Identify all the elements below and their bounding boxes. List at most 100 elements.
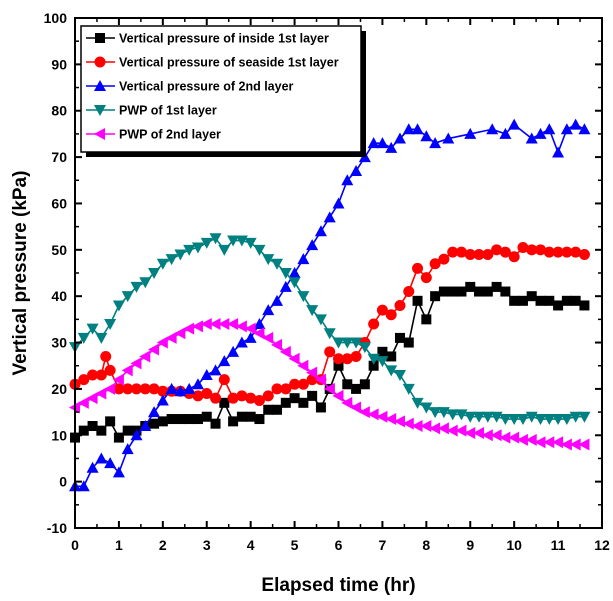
data-point — [78, 374, 90, 386]
data-point — [535, 244, 547, 256]
data-point — [112, 300, 125, 312]
data-point — [77, 480, 90, 492]
data-point — [570, 246, 582, 258]
data-point — [113, 432, 124, 443]
data-point — [553, 300, 564, 311]
data-point — [297, 378, 309, 390]
data-point — [525, 433, 537, 446]
data-point — [516, 433, 528, 446]
data-point — [95, 452, 108, 464]
data-point — [332, 197, 345, 209]
data-point — [100, 350, 112, 362]
data-point — [314, 314, 327, 326]
data-point — [235, 235, 248, 247]
data-point — [403, 286, 415, 298]
data-point — [235, 336, 248, 348]
data-point — [421, 314, 432, 325]
data-point — [209, 318, 221, 330]
data-point — [288, 267, 301, 278]
data-point — [386, 351, 397, 362]
data-point — [315, 402, 326, 413]
data-point — [560, 123, 573, 135]
data-point — [139, 420, 152, 431]
data-point — [271, 338, 283, 351]
data-point — [121, 291, 134, 303]
data-point — [227, 392, 239, 404]
data-point — [95, 387, 107, 400]
data-point — [473, 248, 485, 260]
data-point — [130, 357, 142, 370]
data-point — [77, 396, 89, 409]
data-point — [377, 346, 388, 357]
data-point — [350, 401, 362, 414]
legend-label: Vertical pressure of seaside 1st layer — [119, 56, 339, 70]
data-point — [236, 411, 247, 422]
data-point — [314, 225, 327, 237]
data-point — [148, 343, 160, 356]
data-point — [165, 331, 177, 344]
data-point — [209, 233, 222, 245]
data-point — [350, 337, 363, 349]
data-point — [341, 174, 354, 186]
data-point — [543, 436, 555, 449]
data-point — [508, 414, 521, 426]
data-point — [184, 414, 195, 425]
data-point — [578, 411, 591, 423]
data-point — [525, 411, 538, 423]
data-point — [464, 411, 477, 423]
x-axis-title: Elapsed time (hr) — [261, 575, 415, 596]
data-point — [200, 369, 213, 380]
x-tick-label: 7 — [379, 537, 387, 553]
data-point — [306, 366, 318, 379]
x-tick-label: 3 — [203, 537, 211, 553]
data-point — [272, 404, 283, 415]
data-point — [104, 319, 117, 330]
legend-label: PWP of 2nd layer — [119, 128, 221, 142]
data-point — [130, 383, 142, 395]
data-point — [552, 246, 564, 258]
legend-item: Vertical pressure of inside 1st layer — [86, 32, 329, 46]
legend-box — [80, 25, 362, 153]
data-point — [262, 390, 274, 402]
series-3 — [69, 118, 591, 492]
data-point — [165, 254, 178, 266]
data-point — [368, 318, 380, 330]
data-point — [122, 383, 134, 395]
data-point — [534, 436, 546, 449]
data-point — [86, 323, 99, 335]
data-point — [218, 318, 230, 330]
legend-item: Vertical pressure of 2nd layer — [86, 80, 294, 94]
data-point — [218, 355, 231, 367]
data-point — [385, 141, 398, 153]
data-point — [341, 396, 353, 409]
legend-item: Vertical pressure of seaside 1st layer — [86, 56, 339, 70]
data-point — [191, 320, 203, 333]
data-point — [420, 420, 432, 432]
data-point — [350, 165, 363, 176]
data-point — [235, 320, 247, 333]
data-point — [486, 123, 499, 135]
data-point — [183, 244, 196, 256]
data-point — [227, 318, 239, 330]
legend-label: PWP of 1st layer — [119, 104, 217, 118]
data-point — [464, 248, 476, 260]
data-point — [534, 414, 547, 426]
y-tick-label: 90 — [51, 56, 67, 72]
data-point — [324, 346, 336, 358]
data-point — [526, 291, 537, 302]
data-point — [455, 409, 468, 421]
data-point — [87, 369, 99, 381]
data-point — [402, 417, 414, 430]
data-point — [526, 244, 538, 256]
data-point — [455, 424, 467, 437]
data-point — [569, 411, 582, 423]
data-point — [149, 418, 160, 429]
data-point — [191, 242, 204, 254]
legend-marker — [94, 80, 106, 91]
x-tick-label: 6 — [335, 537, 343, 553]
y-tick-label: 30 — [51, 335, 67, 351]
data-point — [393, 370, 406, 381]
data-point — [438, 286, 449, 297]
data-point — [209, 364, 222, 376]
data-point — [333, 353, 344, 365]
